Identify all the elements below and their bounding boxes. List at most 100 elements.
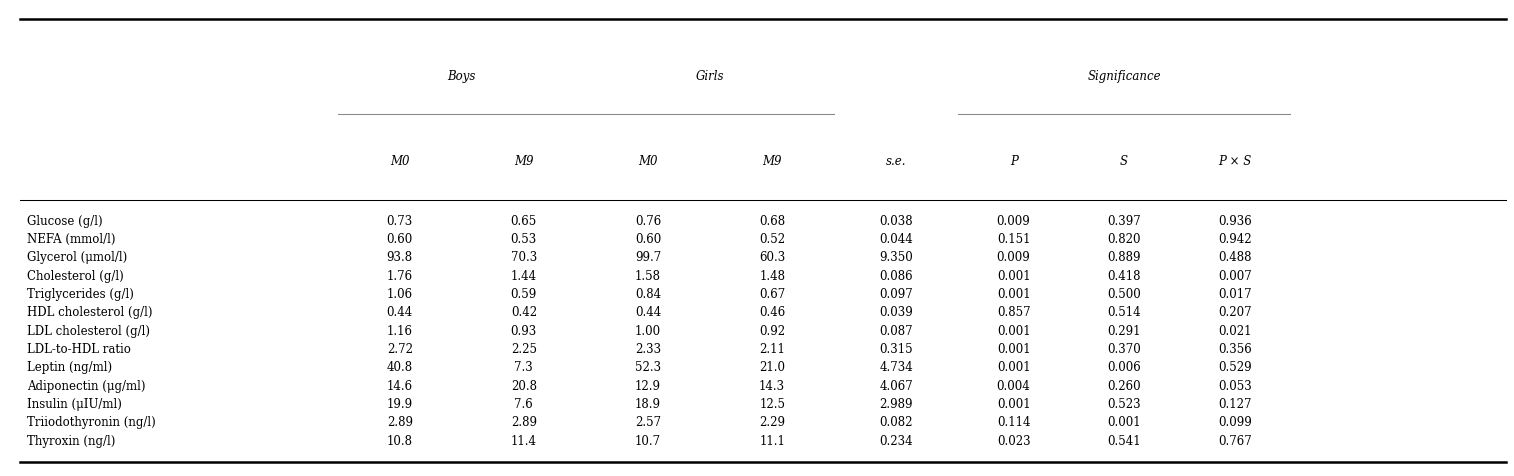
Text: 1.06: 1.06 — [386, 288, 413, 301]
Text: 0.007: 0.007 — [1217, 270, 1252, 283]
Text: 0.541: 0.541 — [1107, 435, 1142, 448]
Text: 0.291: 0.291 — [1107, 325, 1142, 338]
Text: 0.529: 0.529 — [1217, 361, 1252, 375]
Text: 0.151: 0.151 — [996, 233, 1031, 246]
Text: 70.3: 70.3 — [510, 251, 537, 265]
Text: 1.58: 1.58 — [634, 270, 662, 283]
Text: 60.3: 60.3 — [759, 251, 786, 265]
Text: 0.820: 0.820 — [1107, 233, 1142, 246]
Text: 0.936: 0.936 — [1217, 215, 1252, 228]
Text: 93.8: 93.8 — [386, 251, 413, 265]
Text: 0.127: 0.127 — [1217, 398, 1252, 411]
Text: 12.5: 12.5 — [759, 398, 786, 411]
Text: 2.89: 2.89 — [510, 416, 537, 429]
Text: 0.68: 0.68 — [759, 215, 786, 228]
Text: 0.84: 0.84 — [634, 288, 662, 301]
Text: 0.52: 0.52 — [759, 233, 786, 246]
Text: 0.086: 0.086 — [880, 270, 913, 283]
Text: 0.097: 0.097 — [880, 288, 913, 301]
Text: 2.57: 2.57 — [634, 416, 662, 429]
Text: 99.7: 99.7 — [634, 251, 662, 265]
Text: 4.067: 4.067 — [880, 380, 913, 393]
Text: LDL cholesterol (g/l): LDL cholesterol (g/l) — [27, 325, 150, 338]
Text: 0.001: 0.001 — [996, 398, 1031, 411]
Text: 1.76: 1.76 — [386, 270, 413, 283]
Text: Thyroxin (ng/l): Thyroxin (ng/l) — [27, 435, 115, 448]
Text: 0.001: 0.001 — [996, 325, 1031, 338]
Text: 0.857: 0.857 — [996, 307, 1031, 319]
Text: 0.234: 0.234 — [880, 435, 913, 448]
Text: 0.65: 0.65 — [510, 215, 537, 228]
Text: Triiodothyronin (ng/l): Triiodothyronin (ng/l) — [27, 416, 156, 429]
Text: 0.017: 0.017 — [1217, 288, 1252, 301]
Text: 0.009: 0.009 — [996, 251, 1031, 265]
Text: 20.8: 20.8 — [510, 380, 537, 393]
Text: 0.356: 0.356 — [1217, 343, 1252, 356]
Text: 11.1: 11.1 — [759, 435, 786, 448]
Text: M0: M0 — [639, 155, 657, 169]
Text: 1.00: 1.00 — [634, 325, 662, 338]
Text: 0.082: 0.082 — [880, 416, 913, 429]
Text: M0: M0 — [391, 155, 409, 169]
Text: 10.7: 10.7 — [634, 435, 662, 448]
Text: 2.89: 2.89 — [386, 416, 413, 429]
Text: 0.767: 0.767 — [1217, 435, 1252, 448]
Text: 0.039: 0.039 — [880, 307, 913, 319]
Text: 0.009: 0.009 — [996, 215, 1031, 228]
Text: 2.11: 2.11 — [759, 343, 786, 356]
Text: Insulin (μIU/ml): Insulin (μIU/ml) — [27, 398, 123, 411]
Text: 0.60: 0.60 — [386, 233, 413, 246]
Text: 0.523: 0.523 — [1107, 398, 1142, 411]
Text: 40.8: 40.8 — [386, 361, 413, 375]
Text: 0.44: 0.44 — [386, 307, 413, 319]
Text: 0.514: 0.514 — [1107, 307, 1142, 319]
Text: 2.29: 2.29 — [759, 416, 786, 429]
Text: 0.006: 0.006 — [1107, 361, 1142, 375]
Text: 0.207: 0.207 — [1217, 307, 1252, 319]
Text: 0.099: 0.099 — [1217, 416, 1252, 429]
Text: 0.397: 0.397 — [1107, 215, 1142, 228]
Text: 7.3: 7.3 — [515, 361, 533, 375]
Text: P × S: P × S — [1219, 155, 1251, 169]
Text: Cholesterol (g/l): Cholesterol (g/l) — [27, 270, 124, 283]
Text: 0.889: 0.889 — [1107, 251, 1142, 265]
Text: 10.8: 10.8 — [386, 435, 413, 448]
Text: 9.350: 9.350 — [880, 251, 913, 265]
Text: 0.001: 0.001 — [996, 288, 1031, 301]
Text: 2.25: 2.25 — [510, 343, 537, 356]
Text: 14.3: 14.3 — [759, 380, 786, 393]
Text: NEFA (mmol/l): NEFA (mmol/l) — [27, 233, 115, 246]
Text: 14.6: 14.6 — [386, 380, 413, 393]
Text: s.e.: s.e. — [886, 155, 907, 169]
Text: Glucose (g/l): Glucose (g/l) — [27, 215, 103, 228]
Text: 2.72: 2.72 — [386, 343, 413, 356]
Text: 7.6: 7.6 — [515, 398, 533, 411]
Text: S: S — [1120, 155, 1128, 169]
Text: 12.9: 12.9 — [634, 380, 662, 393]
Text: 18.9: 18.9 — [634, 398, 662, 411]
Text: 0.44: 0.44 — [634, 307, 662, 319]
Text: 0.004: 0.004 — [996, 380, 1031, 393]
Text: 0.001: 0.001 — [996, 361, 1031, 375]
Text: 0.488: 0.488 — [1217, 251, 1252, 265]
Text: 0.92: 0.92 — [759, 325, 786, 338]
Text: 0.114: 0.114 — [996, 416, 1031, 429]
Text: Significance: Significance — [1087, 69, 1161, 83]
Text: 52.3: 52.3 — [634, 361, 662, 375]
Text: Boys: Boys — [448, 69, 475, 83]
Text: 2.33: 2.33 — [634, 343, 662, 356]
Text: 0.021: 0.021 — [1217, 325, 1252, 338]
Text: 0.67: 0.67 — [759, 288, 786, 301]
Text: 1.44: 1.44 — [510, 270, 537, 283]
Text: 0.315: 0.315 — [880, 343, 913, 356]
Text: 0.60: 0.60 — [634, 233, 662, 246]
Text: 0.260: 0.260 — [1107, 380, 1142, 393]
Text: 0.418: 0.418 — [1107, 270, 1142, 283]
Text: 21.0: 21.0 — [759, 361, 786, 375]
Text: 1.16: 1.16 — [386, 325, 413, 338]
Text: 0.053: 0.053 — [1217, 380, 1252, 393]
Text: 0.42: 0.42 — [510, 307, 537, 319]
Text: Leptin (ng/ml): Leptin (ng/ml) — [27, 361, 112, 375]
Text: 0.023: 0.023 — [996, 435, 1031, 448]
Text: 0.76: 0.76 — [634, 215, 662, 228]
